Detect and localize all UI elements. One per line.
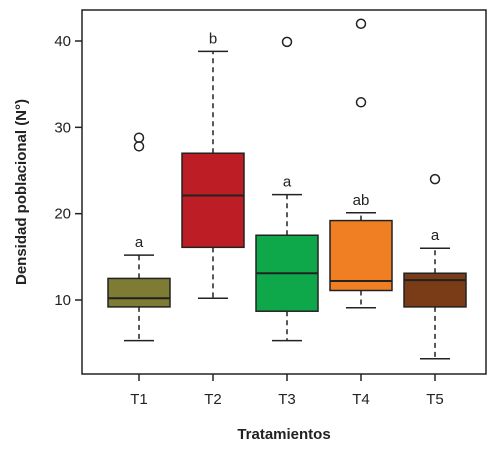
outlier-point	[281, 36, 293, 48]
y-tick-label: 20	[54, 206, 71, 223]
x-tick-label: T3	[278, 391, 296, 408]
box-T2: b	[181, 30, 245, 300]
significance-label: a	[135, 234, 144, 251]
outlier-point	[133, 141, 145, 152]
significance-label: ab	[353, 192, 370, 209]
x-tick-label: T2	[204, 391, 222, 408]
box-T4: ab	[329, 18, 393, 309]
x-axis: T1 T2 T3 T4 T5	[130, 374, 444, 408]
x-tick-label: T5	[426, 391, 444, 408]
plot-frame	[81, 9, 487, 375]
box-T3: a	[255, 36, 319, 342]
x-axis-title: Tratamientos	[237, 426, 330, 443]
box-T1: a	[107, 132, 171, 342]
significance-label: a	[283, 174, 292, 191]
significance-label: a	[431, 227, 440, 244]
box-body	[403, 272, 467, 308]
y-tick-label: 10	[54, 292, 71, 309]
y-tick-label: 30	[54, 119, 71, 136]
outlier-point	[355, 97, 367, 108]
x-tick-label: T1	[130, 391, 148, 408]
outlier-point	[429, 173, 441, 185]
box-body	[329, 219, 393, 292]
box-T5: a	[403, 173, 467, 360]
outlier-point	[133, 132, 145, 143]
y-axis: 10 20 30 40	[54, 33, 82, 309]
significance-label: b	[209, 30, 217, 47]
y-tick-label: 40	[54, 33, 71, 50]
box-body	[107, 277, 171, 308]
outlier-point	[355, 18, 367, 29]
y-axis-title: Densidad poblacional (N°)	[13, 99, 30, 285]
box-body	[181, 152, 245, 249]
x-tick-label: T4	[352, 391, 370, 408]
